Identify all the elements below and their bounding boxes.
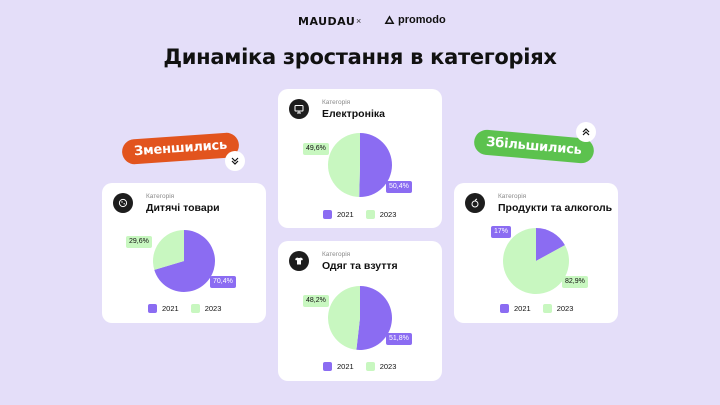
- label-2021: 70,4%: [210, 276, 236, 288]
- legend-swatch: [542, 304, 552, 313]
- pie-slice-2021: [356, 286, 392, 350]
- header-logos: MAUDAU × promodo: [0, 13, 720, 31]
- legend-label: 2021: [514, 304, 531, 313]
- legend: 2021 2023: [148, 304, 233, 313]
- cookie-icon: [113, 193, 133, 213]
- legend-label: 2021: [162, 304, 179, 313]
- pie-chart: [328, 286, 392, 350]
- apple-icon: [465, 193, 485, 213]
- promodo-mark-icon: [384, 14, 395, 24]
- legend-item-2023: 2023: [365, 210, 397, 219]
- page-title: Динаміка зростання в категоріях: [163, 45, 557, 69]
- pie-chart: [153, 230, 215, 292]
- legend-swatch: [190, 304, 200, 313]
- legend: 2021 2023: [323, 362, 408, 371]
- card-clothing: Категорія Одяг та взуття 48,2% 51,8% 202…: [278, 241, 442, 381]
- pie-slice-2021: [359, 133, 393, 197]
- card-kids-goods: Категорія Дитячі товари 29,6% 70,4% 2021…: [102, 183, 266, 323]
- legend-label: 2023: [379, 362, 397, 371]
- logo-separator: ×: [356, 16, 362, 26]
- promodo-logo: promodo: [384, 14, 446, 26]
- legend-item-2021: 2021: [148, 304, 179, 313]
- maudau-logo: MAUDAU: [298, 15, 356, 28]
- legend-item-2023: 2023: [190, 304, 222, 313]
- card-title: Продукти та алкоголь: [498, 202, 613, 214]
- pie-chart: [503, 228, 569, 294]
- card-category-label: Категорія: [322, 251, 351, 258]
- pie-slice-2021: [536, 228, 565, 261]
- pie-slice-2023: [328, 133, 360, 197]
- card-category-label: Категорія: [322, 99, 351, 106]
- legend: 2021 2023: [500, 304, 585, 313]
- label-2021: 51,8%: [386, 333, 412, 345]
- legend-label: 2023: [204, 304, 222, 313]
- legend-item-2021: 2021: [500, 304, 531, 313]
- card-food-alcohol: Категорія Продукти та алкоголь 17% 82,9%…: [454, 183, 618, 323]
- legend-item-2021: 2021: [323, 210, 354, 219]
- label-2023: 82,9%: [562, 276, 588, 288]
- legend-item-2023: 2023: [542, 304, 574, 313]
- pie-slice-2023: [503, 228, 569, 294]
- label-2021: 50,4%: [386, 181, 412, 193]
- decreased-tag: Зменшились: [121, 131, 240, 166]
- pie-slice-2023: [153, 230, 184, 270]
- chevrons-down-icon: [225, 151, 245, 171]
- promodo-logo-text: promodo: [398, 14, 446, 26]
- pie-chart: [328, 133, 393, 197]
- label-2023: 48,2%: [303, 295, 329, 307]
- legend-swatch: [148, 304, 157, 313]
- legend-label: 2023: [556, 304, 574, 313]
- card-electronics: Категорія Електроніка 49,6% 50,4% 2021 2…: [278, 89, 442, 228]
- pie-slice-2023: [328, 286, 360, 350]
- monitor-icon: [289, 99, 309, 119]
- legend-label: 2021: [337, 210, 354, 219]
- legend-swatch: [365, 362, 375, 371]
- legend-swatch: [323, 362, 332, 371]
- legend-swatch: [323, 210, 332, 219]
- legend-label: 2021: [337, 362, 354, 371]
- chevrons-up-icon: [576, 122, 596, 142]
- legend-swatch: [365, 210, 375, 219]
- card-category-label: Категорія: [498, 193, 527, 200]
- label-2023: 29,6%: [126, 236, 152, 248]
- card-title: Дитячі товари: [146, 202, 220, 214]
- legend-swatch: [500, 304, 509, 313]
- card-category-label: Категорія: [146, 193, 175, 200]
- legend-label: 2023: [379, 210, 397, 219]
- tshirt-icon: [289, 251, 309, 271]
- card-title: Електроніка: [322, 108, 385, 120]
- card-title: Одяг та взуття: [322, 260, 398, 272]
- pie-slice-2021: [154, 230, 215, 292]
- label-2021: 17%: [491, 226, 512, 238]
- label-2023: 49,6%: [303, 143, 329, 155]
- legend-item-2023: 2023: [365, 362, 397, 371]
- legend-item-2021: 2021: [323, 362, 354, 371]
- legend: 2021 2023: [323, 210, 408, 219]
